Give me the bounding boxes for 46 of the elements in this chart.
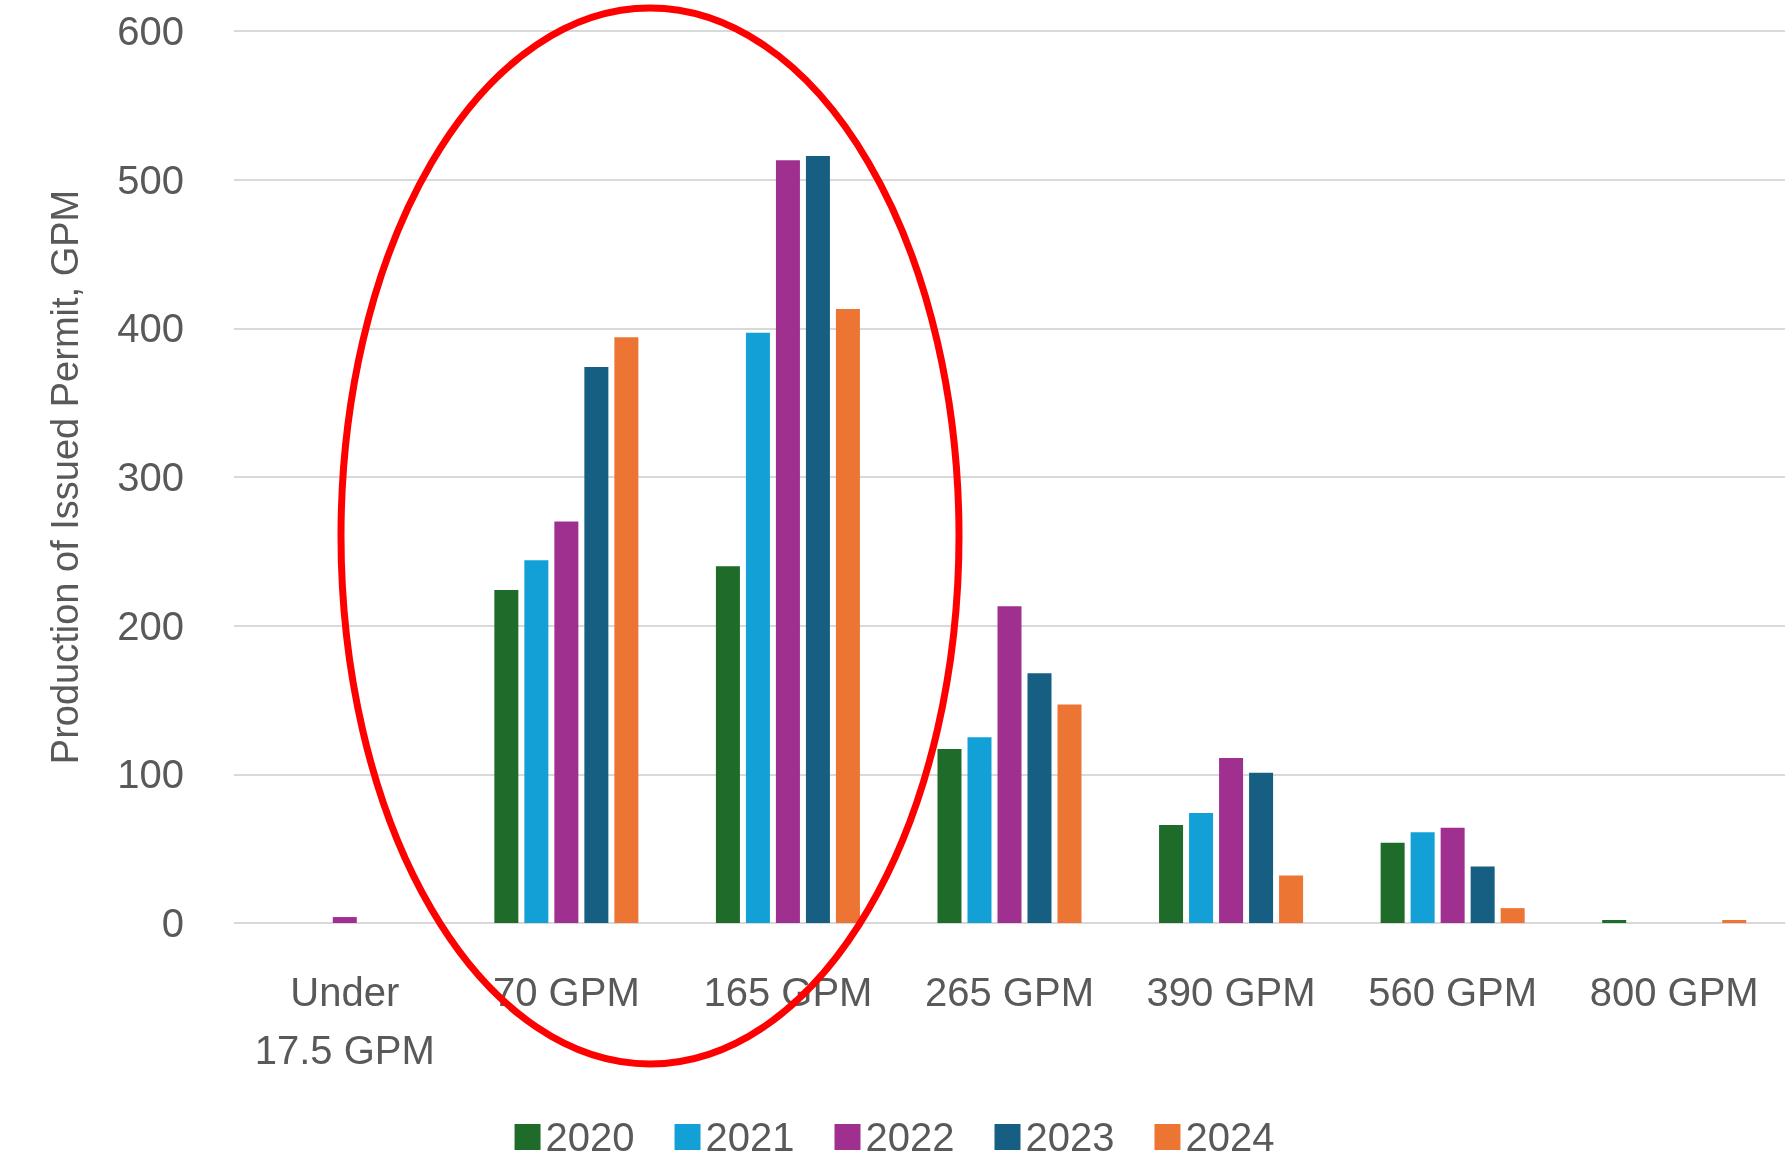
bar bbox=[1380, 842, 1405, 923]
bar bbox=[494, 589, 519, 923]
x-tick-label: Under 17.5 GPM bbox=[254, 970, 435, 1072]
bar bbox=[1189, 812, 1214, 923]
bar bbox=[524, 560, 549, 923]
y-tick-label: 200 bbox=[117, 603, 184, 648]
bar bbox=[1500, 908, 1525, 923]
bar bbox=[1722, 920, 1747, 923]
bar bbox=[1249, 772, 1274, 923]
bar bbox=[1279, 875, 1304, 923]
bar bbox=[1057, 704, 1082, 923]
legend-label: 2023 bbox=[1025, 1115, 1115, 1159]
bar bbox=[835, 309, 860, 923]
bar bbox=[332, 917, 357, 923]
y-axis-title: Production of Issued Permit, GPM bbox=[44, 189, 86, 765]
y-tick-label: 0 bbox=[161, 901, 184, 945]
bar bbox=[997, 606, 1022, 923]
y-tick-label: 300 bbox=[117, 455, 184, 499]
bar bbox=[1410, 832, 1435, 923]
bar bbox=[614, 337, 639, 923]
bar bbox=[584, 366, 609, 923]
x-tick-label: 800 GPM bbox=[1589, 970, 1759, 1014]
bar bbox=[715, 566, 740, 923]
bar bbox=[937, 749, 962, 923]
bar bbox=[554, 521, 579, 923]
x-tick-label: 390 GPM bbox=[1146, 970, 1316, 1014]
bar bbox=[1219, 757, 1244, 923]
legend-label: 2024 bbox=[1185, 1115, 1275, 1159]
bar bbox=[1159, 824, 1184, 923]
bar bbox=[805, 155, 830, 923]
legend-label: 2022 bbox=[865, 1115, 955, 1159]
bar bbox=[1027, 673, 1052, 923]
legend-label: 2020 bbox=[545, 1115, 635, 1159]
bar bbox=[1470, 866, 1495, 923]
y-tick-label: 500 bbox=[117, 157, 184, 202]
y-tick-label: 600 bbox=[117, 9, 184, 53]
legend-label: 2021 bbox=[705, 1115, 795, 1159]
y-tick-label: 400 bbox=[117, 306, 184, 351]
y-tick-label: 100 bbox=[117, 752, 184, 797]
bar bbox=[967, 737, 992, 923]
bar bbox=[775, 160, 800, 923]
bar bbox=[1602, 920, 1627, 923]
x-tick-label: 265 GPM bbox=[925, 970, 1094, 1014]
bar bbox=[745, 332, 770, 923]
bar bbox=[1440, 827, 1465, 923]
x-tick-label: 560 GPM bbox=[1368, 970, 1538, 1014]
